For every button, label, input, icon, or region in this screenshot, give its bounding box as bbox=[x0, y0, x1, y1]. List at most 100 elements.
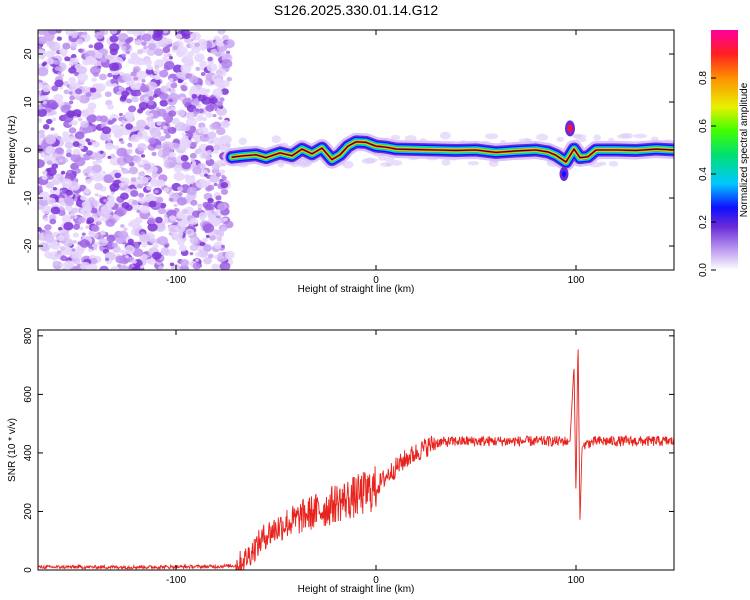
noise-speck bbox=[98, 238, 109, 247]
noise-speck bbox=[76, 113, 81, 118]
noise-speck bbox=[38, 45, 41, 49]
noise-speck bbox=[89, 257, 98, 265]
noise-speck bbox=[147, 43, 157, 51]
spike-upper-core bbox=[567, 124, 573, 133]
noise-speck bbox=[137, 130, 148, 140]
noise-speck bbox=[199, 133, 210, 142]
noise-speck bbox=[137, 171, 145, 177]
noise-speck bbox=[104, 91, 112, 98]
noise-speck bbox=[107, 120, 114, 125]
noise-speck bbox=[107, 155, 112, 159]
noise-speck bbox=[131, 266, 139, 270]
noise-speck bbox=[171, 118, 180, 125]
snr-frame bbox=[37, 329, 675, 571]
noise-speck bbox=[192, 166, 202, 175]
halo-speck bbox=[364, 157, 378, 163]
noise-speck bbox=[153, 74, 161, 81]
snr-y-ticks: 0 200 400 600 800 bbox=[23, 327, 674, 573]
noise-speck bbox=[68, 66, 77, 74]
noise-speck bbox=[168, 110, 177, 117]
colorbar-tick-label: 0.4 bbox=[698, 167, 709, 181]
noise-speck bbox=[147, 223, 158, 232]
noise-speck bbox=[85, 92, 92, 98]
noise-speck bbox=[169, 215, 176, 221]
noise-speck bbox=[146, 185, 153, 191]
noise-speck bbox=[125, 255, 129, 259]
noise-speck bbox=[109, 48, 118, 56]
noise-speck bbox=[154, 48, 164, 57]
noise-speck bbox=[168, 151, 176, 158]
noise-speck bbox=[197, 128, 204, 134]
colorbar-tick-label: 0.6 bbox=[698, 119, 709, 133]
noise-speck bbox=[107, 104, 114, 110]
noise-speck bbox=[132, 65, 141, 73]
noise-speck bbox=[207, 253, 214, 259]
halo-speck bbox=[467, 161, 480, 166]
spectrogram-y-ticks: -20 -10 0 10 20 bbox=[23, 48, 674, 253]
noise-speck bbox=[103, 199, 107, 203]
spectrogram-x-tick-label: -100 bbox=[166, 275, 186, 286]
noise-speck bbox=[38, 186, 43, 192]
noise-speck bbox=[52, 187, 57, 191]
noise-speck bbox=[98, 73, 107, 81]
tone-track-center-line bbox=[231, 141, 674, 163]
noise-speck bbox=[99, 265, 109, 270]
noise-speck bbox=[72, 141, 80, 147]
spike-lower-core bbox=[562, 171, 566, 177]
noise-speck bbox=[74, 157, 86, 167]
noise-speck bbox=[160, 85, 170, 93]
noise-speck bbox=[62, 267, 67, 270]
noise-speck bbox=[167, 248, 177, 257]
noise-speck bbox=[69, 95, 76, 101]
noise-speck bbox=[124, 245, 136, 254]
noise-speck bbox=[140, 265, 144, 269]
noise-speck bbox=[88, 196, 96, 203]
noise-speck bbox=[138, 192, 145, 198]
noise-speck bbox=[221, 34, 229, 41]
noise-speck bbox=[110, 153, 116, 159]
noise-speck bbox=[179, 137, 188, 145]
noise-speck bbox=[205, 104, 215, 112]
noise-speck bbox=[195, 252, 201, 257]
noise-speck bbox=[214, 229, 221, 235]
noise-speck bbox=[168, 162, 176, 168]
noise-speck bbox=[58, 197, 64, 202]
noise-speck bbox=[195, 178, 207, 189]
noise-speck bbox=[134, 137, 140, 142]
noise-speck bbox=[136, 176, 142, 181]
noise-speck bbox=[137, 162, 143, 167]
noise-speck bbox=[218, 116, 223, 120]
snr-panel: -100 0 100 0 200 400 600 800 Height of straigh… bbox=[7, 327, 675, 595]
noise-speck bbox=[77, 117, 83, 122]
noise-speck bbox=[76, 38, 84, 45]
snr-y-tick-label: 0 bbox=[23, 567, 34, 573]
noise-speck bbox=[209, 235, 216, 241]
noise-speck bbox=[209, 217, 221, 227]
noise-speck bbox=[107, 138, 111, 142]
noise-speck bbox=[93, 152, 103, 161]
noise-speck bbox=[145, 68, 154, 75]
noise-speck bbox=[56, 234, 65, 242]
noise-speck bbox=[46, 58, 55, 65]
noise-speck bbox=[68, 100, 74, 105]
noise-speck bbox=[226, 76, 233, 82]
noise-speck bbox=[221, 244, 225, 249]
colorbar-tick-label: 0.8 bbox=[698, 71, 709, 85]
noise-speck bbox=[138, 101, 149, 110]
noise-speck bbox=[107, 195, 115, 202]
noise-speck bbox=[191, 93, 198, 99]
noise-speck bbox=[104, 142, 114, 151]
noise-speck bbox=[168, 98, 173, 103]
noise-speck bbox=[187, 230, 192, 234]
noise-speck bbox=[139, 176, 149, 184]
noise-speck bbox=[136, 183, 143, 189]
noise-speck bbox=[68, 76, 76, 84]
noise-speck bbox=[84, 172, 89, 177]
noise-speck bbox=[98, 194, 103, 198]
noise-speck bbox=[199, 60, 208, 68]
noise-speck bbox=[190, 175, 196, 180]
noise-speck bbox=[221, 162, 226, 167]
noise-speck bbox=[55, 147, 64, 155]
noise-speck bbox=[61, 178, 73, 188]
